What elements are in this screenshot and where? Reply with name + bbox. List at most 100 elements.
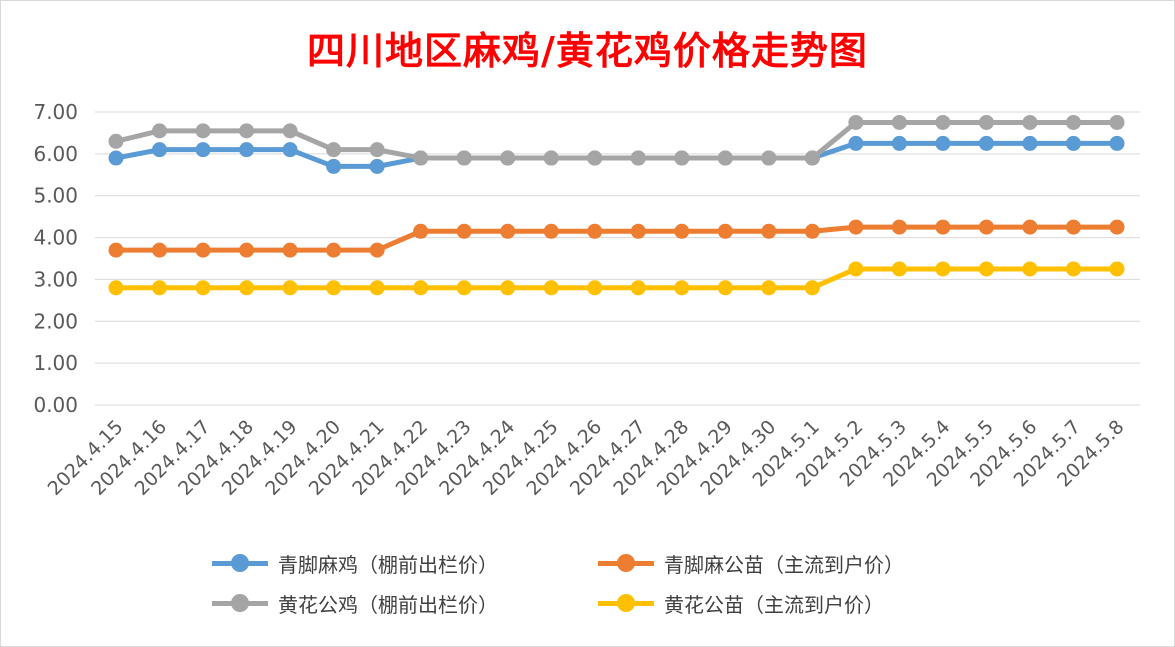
data-point	[413, 223, 429, 239]
data-point	[195, 123, 211, 139]
data-point	[804, 223, 820, 239]
data-point	[543, 223, 559, 239]
data-point	[717, 223, 733, 239]
data-point	[1065, 114, 1081, 130]
data-point	[326, 242, 342, 258]
data-point	[978, 114, 994, 130]
data-point	[1022, 114, 1038, 130]
series-line-2	[113, 119, 1120, 161]
data-point	[108, 133, 124, 149]
data-point	[1109, 114, 1125, 130]
legend-item-series-0: 青脚麻鸡（棚前出栏价）	[212, 545, 498, 581]
data-point	[282, 280, 298, 296]
data-point	[717, 150, 733, 166]
data-point	[456, 223, 472, 239]
data-point	[152, 123, 168, 139]
y-tick-label: 5.00	[33, 184, 78, 208]
data-point	[500, 280, 516, 296]
data-point	[935, 135, 951, 151]
data-point	[891, 219, 907, 235]
data-point	[1022, 261, 1038, 277]
data-point	[761, 280, 777, 296]
data-point	[326, 280, 342, 296]
y-tick-label: 0.00	[33, 393, 78, 417]
data-point	[195, 242, 211, 258]
legend-swatch-series-3	[598, 593, 654, 613]
series-line-0	[113, 140, 1120, 169]
data-point	[500, 223, 516, 239]
data-point	[1065, 261, 1081, 277]
data-point	[282, 142, 298, 158]
data-point	[891, 261, 907, 277]
data-point	[369, 242, 385, 258]
data-point	[152, 280, 168, 296]
data-point	[1065, 135, 1081, 151]
data-point	[282, 242, 298, 258]
legend-swatch-series-1	[598, 553, 654, 573]
data-point	[587, 223, 603, 239]
legend-swatch-series-2	[212, 593, 268, 613]
data-point	[674, 280, 690, 296]
series-line-3	[113, 266, 1120, 291]
data-point	[674, 150, 690, 166]
data-point	[848, 219, 864, 235]
data-point	[630, 223, 646, 239]
chart-legend: 青脚麻鸡（棚前出栏价） 青脚麻公苗（主流到户价） 黄花公鸡（棚前出栏价） 黄花公…	[212, 545, 1012, 625]
data-point	[239, 280, 255, 296]
data-point	[108, 280, 124, 296]
legend-swatch-series-0	[212, 553, 268, 573]
data-point	[587, 150, 603, 166]
data-point	[413, 280, 429, 296]
data-point	[1022, 219, 1038, 235]
y-tick-label: 6.00	[33, 142, 78, 166]
data-point	[369, 142, 385, 158]
data-point	[978, 261, 994, 277]
data-point	[152, 242, 168, 258]
data-point	[239, 123, 255, 139]
data-point	[239, 242, 255, 258]
y-tick-label: 1.00	[33, 351, 78, 375]
data-point	[369, 158, 385, 174]
data-point	[804, 280, 820, 296]
legend-label-series-3: 黄花公苗（主流到户价）	[664, 592, 884, 617]
legend-item-series-3: 黄花公苗（主流到户价）	[598, 585, 884, 621]
data-point	[108, 242, 124, 258]
data-point	[1065, 219, 1081, 235]
chart-title: 四川地区麻鸡/黄花鸡价格走势图	[307, 29, 868, 73]
data-point	[500, 150, 516, 166]
data-point	[1022, 135, 1038, 151]
legend-item-series-2: 黄花公鸡（棚前出栏价）	[212, 585, 498, 621]
data-point	[543, 150, 559, 166]
legend-label-series-2: 黄花公鸡（棚前出栏价）	[278, 592, 498, 617]
data-point	[282, 123, 298, 139]
data-point	[891, 135, 907, 151]
data-point	[456, 150, 472, 166]
data-point	[891, 114, 907, 130]
y-tick-label: 7.00	[33, 100, 78, 124]
data-point	[195, 142, 211, 158]
data-point	[369, 280, 385, 296]
y-tick-label: 4.00	[33, 226, 78, 250]
data-point	[717, 280, 733, 296]
data-point	[848, 114, 864, 130]
data-point	[1109, 135, 1125, 151]
line-chart: 0.001.002.003.004.005.006.007.002024.4.1…	[33, 100, 1140, 500]
data-point	[1109, 261, 1125, 277]
data-point	[630, 280, 646, 296]
data-point	[195, 280, 211, 296]
data-point	[630, 150, 646, 166]
data-point	[456, 280, 472, 296]
series-line-1	[113, 224, 1120, 253]
y-tick-label: 3.00	[33, 267, 78, 291]
data-point	[848, 135, 864, 151]
data-point	[804, 150, 820, 166]
data-point	[1109, 219, 1125, 235]
data-point	[587, 280, 603, 296]
data-point	[543, 280, 559, 296]
data-point	[935, 261, 951, 277]
data-point	[326, 158, 342, 174]
data-point	[978, 135, 994, 151]
data-point	[848, 261, 864, 277]
legend-label-series-0: 青脚麻鸡（棚前出栏价）	[278, 552, 498, 577]
